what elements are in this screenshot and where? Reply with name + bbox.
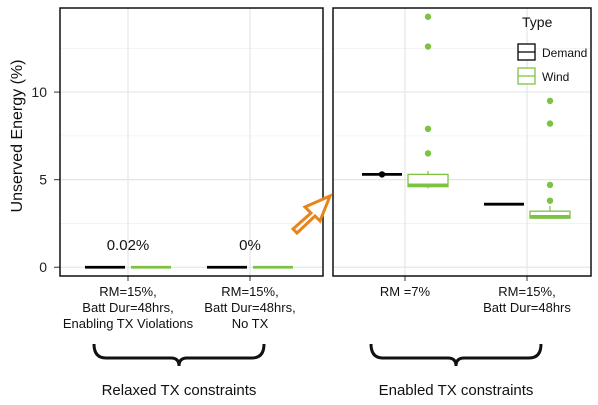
x-category-label: Batt Dur=48hrs bbox=[483, 300, 571, 315]
orange-arrow bbox=[290, 193, 333, 236]
x-category-label: RM=15%, bbox=[498, 284, 555, 299]
y-tick-label: 10 bbox=[31, 84, 47, 100]
y-tick-label: 5 bbox=[39, 172, 47, 188]
panel-background bbox=[60, 8, 323, 276]
value-annotation: 0.02% bbox=[107, 237, 150, 254]
wind-box bbox=[529, 210, 571, 219]
wind-outlier-point bbox=[546, 120, 554, 127]
wind-outlier-point bbox=[424, 125, 432, 133]
x-category-label: No TX bbox=[232, 316, 269, 331]
wind-outlier-point bbox=[424, 13, 432, 20]
demand-outlier-point bbox=[378, 171, 386, 178]
x-category-label: RM =7% bbox=[380, 284, 431, 299]
panel-border bbox=[332, 7, 592, 277]
panel-border bbox=[59, 7, 324, 277]
wind-outlier-point bbox=[546, 181, 554, 189]
panel-background bbox=[333, 8, 591, 276]
x-category-label: Enabling TX Violations bbox=[63, 316, 194, 331]
group-label: Relaxed TX constraints bbox=[102, 382, 257, 399]
wind-outlier-point bbox=[424, 43, 432, 50]
x-category-label: Batt Dur=48hrs, bbox=[204, 300, 295, 315]
wind-outlier-point bbox=[424, 150, 432, 157]
x-category-label: RM=15%, bbox=[221, 284, 278, 299]
legend-title: Type bbox=[522, 14, 553, 30]
group-bracket bbox=[369, 343, 543, 367]
legend-entry-label: Demand bbox=[542, 46, 587, 60]
legend-entry-label: Wind bbox=[542, 70, 569, 84]
x-category-label: RM=15%, bbox=[99, 284, 156, 299]
group-bracket bbox=[92, 343, 266, 367]
wind-outlier-point bbox=[546, 97, 554, 105]
group-label: Enabled TX constraints bbox=[379, 382, 534, 399]
y-axis-label: Unserved Energy (%) bbox=[9, 60, 26, 213]
y-tick-label: 0 bbox=[39, 259, 47, 275]
x-category-label: Batt Dur=48hrs, bbox=[82, 300, 173, 315]
wind-outlier-point bbox=[546, 197, 554, 204]
value-annotation: 0% bbox=[239, 237, 261, 254]
